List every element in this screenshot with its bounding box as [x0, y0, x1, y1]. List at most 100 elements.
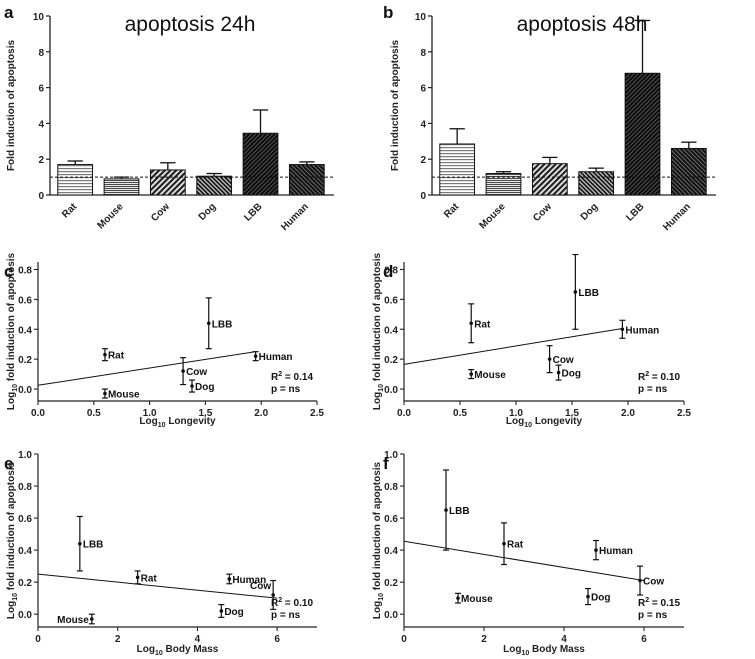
data-point-human	[620, 327, 625, 332]
data-point-dog	[219, 609, 224, 613]
data-point-lbb	[444, 508, 448, 512]
bar-rat	[57, 164, 94, 196]
panel-letter-a: a	[4, 3, 14, 22]
x-tick-label: 0.5	[453, 408, 467, 419]
category-label: Human	[279, 201, 311, 233]
x-axis-title-subscript: 10	[155, 650, 163, 657]
r-squared-text-value: = 0.10	[649, 372, 680, 383]
x-axis-title-subscript: 10	[524, 422, 532, 429]
y-axis-title: Log10 fold induction of apoptosis	[372, 461, 385, 619]
x-tick-label: 0.5	[87, 408, 101, 419]
y-tick-label: 4	[420, 119, 426, 130]
y-tick-label: 0.6	[384, 514, 398, 525]
y-tick-label: 0	[420, 191, 426, 202]
x-axis-title-rest: Body Mass	[163, 644, 219, 655]
data-point-rat	[103, 352, 107, 357]
y-axis-title-main: Log	[6, 601, 17, 619]
y-tick-label: 0.2	[18, 578, 32, 589]
x-tick-label: 0	[35, 634, 41, 645]
point-label: Dog	[562, 369, 581, 380]
point-label: Human	[625, 325, 659, 336]
category-label: Cow	[531, 201, 554, 224]
y-tick-label: 0	[38, 191, 44, 202]
y-axis-title-subscript: 10	[12, 593, 19, 601]
category-label: Dog	[579, 201, 601, 223]
p-value-text: p = ns	[638, 384, 668, 395]
data-point-lbb	[206, 321, 211, 326]
chart-title-a: apoptosis 24h	[125, 13, 256, 36]
data-point-cow	[547, 357, 552, 361]
data-point-rat	[502, 541, 506, 546]
y-axis-title-subscript: 10	[12, 384, 19, 392]
y-tick-label: 6	[38, 84, 44, 95]
y-axis-title-rest: fold induction of apoptosis	[372, 252, 383, 384]
x-tick-label: 0.0	[397, 408, 411, 419]
y-tick-label: 0.0	[384, 385, 398, 396]
data-point-mouse	[103, 391, 107, 396]
data-point-mouse	[90, 617, 94, 621]
y-tick-label: 0.8	[18, 265, 32, 276]
y-axis-title-main: Log	[372, 392, 383, 410]
r-squared-text-sup: 2	[278, 597, 282, 604]
data-point-lbb	[78, 541, 82, 546]
x-axis-title-main: Log	[506, 416, 524, 427]
point-label: Mouse	[461, 594, 493, 605]
bar-human	[288, 164, 325, 196]
point-label: Dog	[195, 382, 214, 393]
data-point-mouse	[456, 596, 460, 600]
x-axis-title: Log10 Body Mass	[137, 644, 219, 657]
r-squared-text-r: R	[638, 372, 646, 383]
panel-letter-e: e	[4, 454, 13, 473]
chart-title-b: apoptosis 48h	[517, 13, 648, 36]
y-axis-title: Fold induction of apoptosis	[6, 40, 17, 172]
y-tick-label: 0.2	[384, 355, 398, 366]
y-tick-label: 0.0	[18, 385, 32, 396]
point-label: Rat	[108, 351, 125, 362]
point-label: Mouse	[57, 615, 89, 626]
x-tick-label: 0.0	[31, 408, 45, 419]
data-point-human	[227, 577, 232, 581]
x-tick-label: 1.5	[565, 408, 579, 419]
y-axis-title: Fold induction of apoptosis	[390, 40, 401, 172]
y-tick-label: 2	[420, 155, 426, 166]
x-tick-label: 1.5	[198, 408, 212, 419]
y-tick-label: 8	[38, 48, 44, 59]
panel-a: a apoptosis 24h 0 2 4 6 8 10 Fold induction of a…	[4, 3, 334, 233]
point-label: Mouse	[108, 390, 140, 401]
y-tick-label: 2	[38, 155, 44, 166]
y-tick-label: 0.2	[384, 578, 398, 589]
bar-cow	[531, 163, 568, 196]
p-value-text: p = ns	[271, 610, 301, 621]
x-tick-label: 2.0	[621, 408, 635, 419]
y-tick-label: 0.8	[384, 265, 398, 276]
data-point-dog	[556, 370, 561, 375]
data-point-mouse	[469, 372, 474, 376]
x-axis-title-rest: Longevity	[532, 416, 582, 427]
y-tick-label: 0.6	[18, 295, 32, 306]
r-squared-text: R2 = 0.10	[638, 371, 680, 383]
y-tick-label: 0.6	[18, 514, 32, 525]
r-squared-text-r: R	[271, 598, 279, 609]
x-tick-label: 0	[401, 634, 407, 645]
x-tick-label: 2.5	[310, 408, 324, 419]
bar-dog	[196, 175, 233, 196]
y-axis-title-rest: fold induction of apoptosis	[6, 252, 17, 384]
category-label: Mouse	[477, 201, 507, 231]
p-value-text: p = ns	[271, 384, 301, 395]
panel-d: d 0.0 0.2 0.4 0.6 0.8 0.0 0.5 1.0 1.5 2.0 2.5 Log10 …	[372, 252, 691, 429]
bar-human	[670, 147, 707, 196]
x-axis-title: Log10 Body Mass	[503, 644, 585, 657]
panel-letter-d: d	[383, 262, 393, 281]
point-label: LBB	[212, 319, 233, 330]
y-tick-label: 0.4	[18, 325, 32, 336]
r-squared-text-r: R	[638, 598, 646, 609]
point-label: Human	[599, 546, 633, 557]
bar-rat	[439, 143, 476, 196]
category-label: Mouse	[95, 201, 125, 231]
panel-letter-b: b	[383, 3, 393, 22]
category-label: LBB	[242, 201, 264, 223]
x-tick-label: 2	[481, 634, 487, 645]
data-point-dog	[586, 594, 590, 599]
category-label: Dog	[197, 201, 219, 223]
y-tick-label: 0.6	[384, 295, 398, 306]
